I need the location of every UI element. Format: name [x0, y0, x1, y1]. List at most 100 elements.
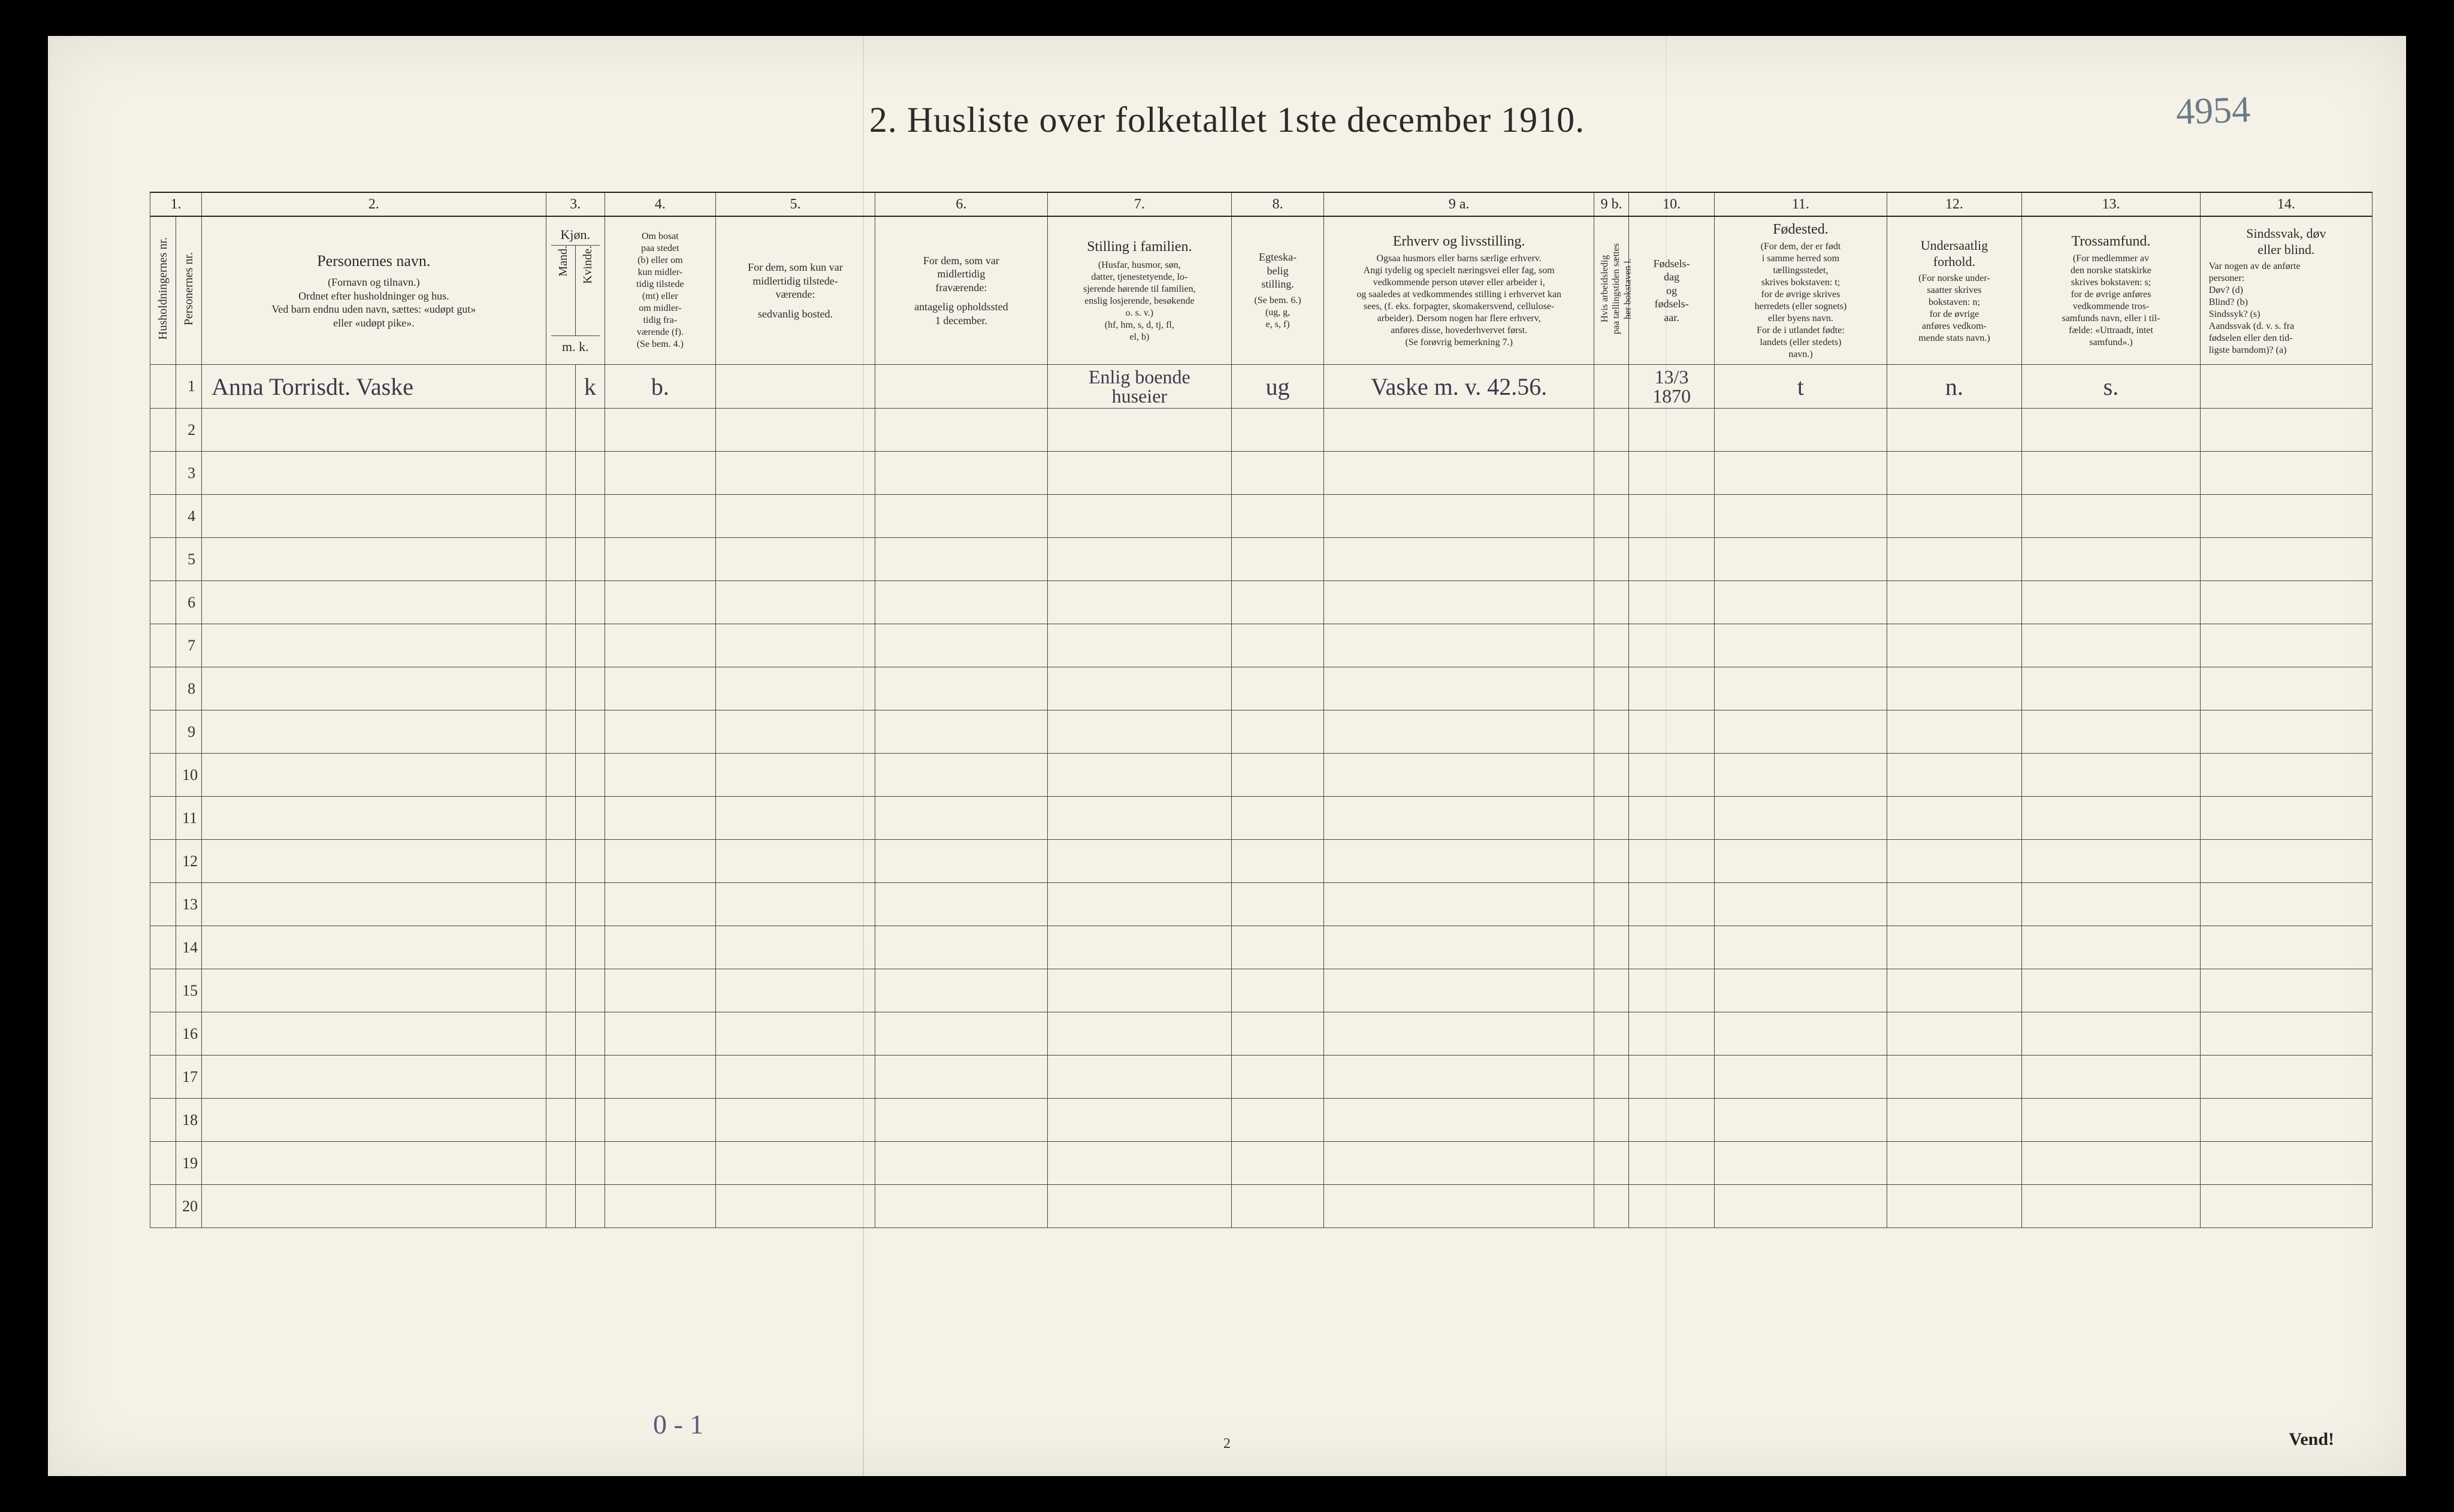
cell-9b: [1594, 495, 1628, 538]
cell-14: [2200, 495, 2372, 538]
cell-bosat: [605, 624, 716, 667]
cell-hus: [150, 1185, 176, 1228]
cell-10: [1628, 969, 1715, 1012]
hdr-12-sub: (For norske under- saatter skrives bokst…: [1892, 273, 2017, 344]
colnum-7: 7.: [1047, 192, 1232, 216]
cell-5: [715, 667, 875, 710]
cell-8: [1232, 1012, 1324, 1056]
cell-10: [1628, 538, 1715, 581]
cell-13: [2022, 1142, 2200, 1185]
cell-kv: [575, 495, 605, 538]
cell-kv: [575, 797, 605, 840]
cell-8: [1232, 495, 1324, 538]
cell-12: [1887, 797, 2022, 840]
cell-10: [1628, 495, 1715, 538]
cell-5: [715, 1185, 875, 1228]
cell-9a: [1324, 969, 1594, 1012]
cell-9b: [1594, 797, 1628, 840]
cell-9a: [1324, 840, 1594, 883]
cell-11: [1715, 409, 1887, 452]
cell-10: [1628, 1142, 1715, 1185]
cell-10: [1628, 581, 1715, 624]
cell-9a: [1324, 581, 1594, 624]
cell-13: [2022, 409, 2200, 452]
cell-11: [1715, 1012, 1887, 1056]
cell-6: [875, 538, 1047, 581]
handwritten-annotation-top: 4954: [2175, 89, 2251, 134]
cell-11: [1715, 883, 1887, 926]
cell-kv: [575, 840, 605, 883]
cell-kv: [575, 538, 605, 581]
cell-14: [2200, 926, 2372, 969]
cell-bosat: [605, 1056, 716, 1099]
cell-name: [202, 624, 546, 667]
table-row: 6: [150, 581, 2373, 624]
cell-kv: [575, 581, 605, 624]
cell-11: [1715, 495, 1887, 538]
cell-9a: [1324, 926, 1594, 969]
hdr-kvinde: Kvinde.: [581, 246, 595, 284]
hdr-11-sub: (For dem, der er født i samme herred som…: [1719, 241, 1881, 361]
cell-rownum: 9: [176, 710, 202, 754]
hdr-14-sub: Var nogen av de anførte personer: Døv? (…: [2205, 261, 2367, 356]
cell-6: [875, 365, 1047, 409]
cell-13: [2022, 581, 2200, 624]
table-row: 9: [150, 710, 2373, 754]
cell-12: [1887, 1099, 2022, 1142]
table-row: 11: [150, 797, 2373, 840]
cell-hus: [150, 926, 176, 969]
header-main-row: Husholdningernes nr. Personernes nr. Per…: [150, 216, 2373, 365]
cell-bosat: [605, 883, 716, 926]
cell-9b: [1594, 452, 1628, 495]
cell-13: [2022, 1012, 2200, 1056]
cell-10: [1628, 1099, 1715, 1142]
hdr-7: Stilling i familien. (Husfar, husmor, sø…: [1047, 216, 1232, 365]
cell-6: [875, 1185, 1047, 1228]
cell-10: [1628, 840, 1715, 883]
colnum-13: 13.: [2022, 192, 2200, 216]
cell-12: [1887, 409, 2022, 452]
cell-9a: [1324, 1185, 1594, 1228]
cell-mk: [546, 840, 575, 883]
table-row: 12: [150, 840, 2373, 883]
cell-7: [1047, 452, 1232, 495]
cell-hus: [150, 452, 176, 495]
cell-mk: [546, 1099, 575, 1142]
cell-13: [2022, 538, 2200, 581]
cell-5: [715, 883, 875, 926]
cell-5: [715, 538, 875, 581]
cell-name: [202, 926, 546, 969]
cell-bosat: [605, 667, 716, 710]
colnum-14: 14.: [2200, 192, 2372, 216]
cell-12: [1887, 1012, 2022, 1056]
cell-13: [2022, 1185, 2200, 1228]
table-row: 10: [150, 754, 2373, 797]
cell-kv: [575, 1142, 605, 1185]
cell-7: [1047, 624, 1232, 667]
cell-kv: [575, 624, 605, 667]
cell-hus: [150, 883, 176, 926]
hdr-14-main: Sindssvak, døv eller blind.: [2205, 225, 2367, 258]
cell-rownum: 5: [176, 538, 202, 581]
cell-5: [715, 969, 875, 1012]
cell-14: [2200, 667, 2372, 710]
colnum-10: 10.: [1628, 192, 1715, 216]
cell-8: [1232, 840, 1324, 883]
cell-name: [202, 409, 546, 452]
cell-11: [1715, 624, 1887, 667]
cell-9b: [1594, 754, 1628, 797]
cell-6: [875, 409, 1047, 452]
column-number-row: 1. 2. 3. 4. 5. 6. 7. 8. 9 a. 9 b. 10. 11…: [150, 192, 2373, 216]
cell-hus: [150, 1056, 176, 1099]
cell-13: [2022, 797, 2200, 840]
cell-mk: [546, 754, 575, 797]
cell-bosat: [605, 969, 716, 1012]
cell-rownum: 11: [176, 797, 202, 840]
cell-7: [1047, 1012, 1232, 1056]
cell-11: [1715, 452, 1887, 495]
cell-8: [1232, 969, 1324, 1012]
cell-rownum: 1: [176, 365, 202, 409]
cell-9a: [1324, 624, 1594, 667]
census-table: 1. 2. 3. 4. 5. 6. 7. 8. 9 a. 9 b. 10. 11…: [150, 192, 2373, 1228]
cell-14: [2200, 710, 2372, 754]
